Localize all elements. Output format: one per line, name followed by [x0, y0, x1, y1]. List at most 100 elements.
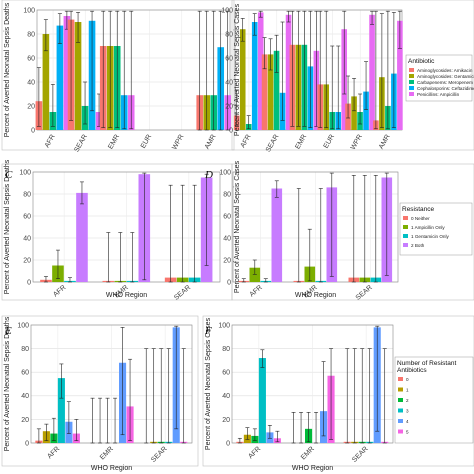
y-tick-label: 100 [23, 7, 35, 14]
y-tick-label: 80 [222, 346, 230, 353]
legend-swatch [409, 80, 414, 84]
legend: Resistance 0 Neither 1 Ampicillin Only 1 Ge… [399, 202, 473, 256]
y-tick-label: 80 [225, 31, 233, 38]
bar-aminoglycosides-gentamicin [239, 29, 246, 131]
x-tick-label: EUR [140, 134, 153, 150]
bar-2-both [76, 192, 88, 282]
legend-entry: 1 Gentamicin Only [411, 234, 449, 239]
plot-border [231, 324, 394, 444]
x-tick-label: SEAR [265, 134, 281, 154]
y-tick-label: 20 [27, 103, 35, 110]
legend-swatch [403, 243, 408, 247]
y-axis-label: Percent of Averted Neonatal Sepsis Death… [4, 2, 11, 137]
x-tick-label: SEAR [150, 445, 168, 463]
y-tick-label: 40 [27, 79, 35, 86]
x-tick-label: AMR [204, 134, 218, 151]
legend-entry: 2 [406, 398, 409, 403]
bar-penicillins-ampicillin [369, 14, 375, 130]
legend-swatch [403, 225, 408, 229]
x-tick-label: WPR [171, 134, 185, 152]
y-tick-label: 60 [223, 213, 231, 220]
x-tick-label: SEAR [173, 284, 192, 302]
y-tick-label: 40 [222, 393, 230, 400]
y-tick-label: 60 [222, 370, 230, 377]
y-tick-label: 0 [226, 440, 230, 447]
bar-aminoglycosides-gentamicin [267, 54, 274, 130]
x-tick-label: AMR [378, 134, 392, 151]
legend-entry: Cephalosporins: Ceftazidime [417, 86, 474, 91]
y-axis-label: Percent of Averted Neonatal Sepsis Death… [4, 159, 11, 294]
x-tick-label: EMR [294, 134, 308, 151]
legend-swatch [409, 92, 414, 96]
legend-swatch [409, 86, 414, 90]
legend-swatch [398, 387, 403, 392]
x-tick-label: SEAR [355, 284, 374, 302]
x-tick-label: AFR [44, 134, 57, 150]
x-tick-label: AFR [247, 445, 262, 460]
y-tick-label: 80 [27, 31, 35, 38]
y-axis-label: Percent of Averted Neonatal Sepsis Death… [4, 316, 11, 451]
legend-swatch [398, 429, 403, 434]
panel-label: C [5, 169, 13, 181]
x-tick-label: AFR [46, 445, 61, 460]
legend-title-line: Number of Resistant [397, 360, 456, 367]
y-tick-label: 0 [25, 440, 29, 447]
y-tick-label: 60 [27, 55, 35, 62]
y-tick-label: 100 [221, 7, 233, 14]
bar-carbapenems-meropenem [273, 50, 280, 130]
x-tick-label: AFR [249, 284, 264, 298]
legend-box [394, 356, 474, 444]
y-tick-label: 40 [223, 235, 231, 242]
panel-label: D [204, 169, 213, 181]
x-tick-label: EMR [99, 445, 115, 461]
y-tick-label: 80 [223, 191, 231, 198]
legend: Antibiotic Aminoglycosides: AmikacinAmino… [405, 54, 474, 102]
x-tick-label: EUR [323, 134, 336, 150]
y-tick-label: 0 [227, 279, 231, 286]
plot-border [30, 324, 193, 444]
legend-swatch [403, 216, 408, 220]
y-tick-label: 100 [218, 322, 230, 329]
panel-frame [202, 315, 474, 467]
x-tick-label: SEAR [73, 134, 89, 154]
y-axis-label: Percent of Averted Neonatal Sepsis Cases [234, 3, 241, 136]
panel-frame [1, 0, 235, 151]
y-tick-label: 100 [219, 169, 231, 176]
legend-entry: Penicillins: Ampicillin [417, 92, 460, 97]
legend-entry: 1 Ampicillin Only [411, 225, 445, 230]
bar-cephalosporins-ceftazidime [251, 22, 258, 130]
y-tick-label: 100 [17, 322, 29, 329]
bar-aminoglycosides-gentamicin [351, 96, 357, 130]
panel-frame [1, 315, 199, 467]
x-axis-label: WHO Region [295, 292, 336, 299]
y-tick-label: 80 [21, 346, 29, 353]
y-axis-label: Percent of Averted Neonatal Sepsis Cases [234, 160, 241, 293]
bar-2-both [271, 188, 283, 282]
y-tick-label: 20 [23, 257, 31, 264]
legend-entry: Aminoglycosides: Amikacin [417, 68, 473, 73]
y-tick-label: 40 [23, 235, 31, 242]
bar-aminoglycosides-amikacin [261, 54, 268, 130]
x-tick-label: WPR [350, 134, 364, 152]
y-tick-label: 0 [27, 279, 31, 286]
legend-entry: 1 [406, 387, 409, 392]
bar-3 [57, 378, 65, 443]
y-tick-label: 80 [23, 191, 31, 198]
y-tick-label: 20 [21, 417, 29, 424]
bar-1-ampicillin-only [249, 267, 261, 282]
legend-swatch [409, 68, 414, 72]
y-tick-label: 20 [223, 257, 231, 264]
legend-box [405, 54, 473, 102]
x-tick-label: EMR [107, 134, 121, 151]
bar-aminoglycosides-gentamicin [42, 34, 50, 130]
legend-entry: 5 [406, 429, 409, 434]
legend-title: Resistance [402, 206, 435, 213]
panel-label: E [4, 325, 12, 337]
x-tick-label: EMR [300, 445, 316, 461]
chart-panel-2: 0 20 40 60 80 100 AFR SEAR EMR EUR WPR AMR Percent o… [221, 0, 474, 154]
legend-entry: Aminoglycosides: Gentamicin [417, 74, 474, 79]
